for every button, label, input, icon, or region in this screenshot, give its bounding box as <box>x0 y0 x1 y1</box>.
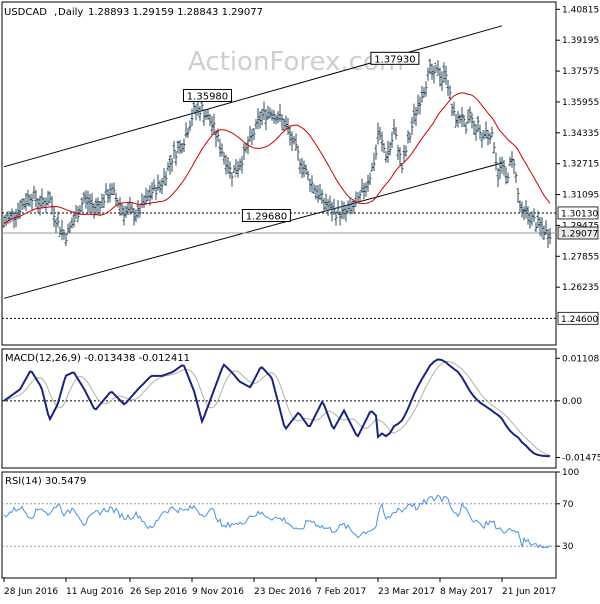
main-y-tick-label: 1.39195 <box>562 36 599 46</box>
macd-signal-line <box>3 360 551 456</box>
trend-channel-line <box>3 25 503 168</box>
price-label: 1.30130 <box>561 209 598 219</box>
macd-pane-frame <box>1 348 557 469</box>
symbol-label: USDCAD <box>4 7 47 18</box>
x-tick-label: 8 May 2017 <box>440 587 493 597</box>
x-tick-label: 11 Aug 2016 <box>66 587 124 597</box>
price-bars-layer <box>2 58 552 248</box>
main-y-tick-label: 1.31095 <box>562 191 599 201</box>
rsi-line <box>3 494 551 549</box>
x-tick-label: 9 Nov 2016 <box>192 587 244 597</box>
rsi-y-tick-label: 30 <box>562 542 574 552</box>
rsi-title: RSI(14) 30.5479 <box>5 476 86 487</box>
annotation-label: 1.37930 <box>374 54 415 65</box>
macd-line <box>3 358 550 458</box>
macd-y-tick-label: 0.00 <box>562 397 582 407</box>
x-tick-label: 26 Sep 2016 <box>130 587 187 597</box>
main-y-tick-label: 1.26235 <box>562 283 599 293</box>
main-y-tick-label: 1.27855 <box>562 252 599 262</box>
annotation-label: 1.29680 <box>246 212 287 223</box>
annotation-box <box>241 209 291 223</box>
macd-y-tick-label: -0.014753 <box>562 453 600 463</box>
timeframe-label: Daily <box>58 7 83 18</box>
main-y-tick-label: 1.29475 <box>562 221 599 231</box>
main-pane-frame <box>1 1 557 346</box>
rsi-y-tick-label: 70 <box>562 500 574 510</box>
rsi-pane-frame <box>1 471 557 579</box>
moving-average-layer <box>3 92 551 224</box>
x-tick-label: 23 Mar 2017 <box>378 587 435 597</box>
watermark: ActionForex.com <box>188 47 404 77</box>
rsi-layer: RSI(14) 30.5479 <box>2 476 556 549</box>
price-label-box <box>557 226 599 240</box>
price-label-box <box>557 311 599 325</box>
main-y-tick-label: 1.34335 <box>562 129 599 139</box>
labels-layer: USDCAD 1.35980 1.37930 1.29680 1.28893 1.29… <box>4 7 420 223</box>
macd-y-tick-label: 0.01108 <box>562 354 599 364</box>
macd-title: MACD(12,26,9) -0.013438 -0.012411 <box>5 353 190 364</box>
annotation-box <box>182 88 232 102</box>
macd-layer: MACD(12,26,9) -0.013438 -0.012411 <box>2 353 556 458</box>
symbol-separator: , <box>54 7 57 18</box>
annotation-box <box>370 51 420 65</box>
x-tick-label: 7 Feb 2017 <box>316 587 366 597</box>
x-tick-label: 21 Jun 2017 <box>502 587 556 597</box>
moving-average-line <box>3 92 551 224</box>
main-y-tick-label: 1.40815 <box>562 5 599 15</box>
main-y-tick-label: 1.37575 <box>562 67 599 77</box>
trend-channel-line <box>3 162 503 299</box>
main-y-tick-label: 1.35955 <box>562 98 599 108</box>
price-label: 1.24600 <box>561 315 598 325</box>
x-tick-label: 23 Dec 2016 <box>254 587 312 597</box>
rsi-y-tick-label: 100 <box>562 468 579 478</box>
main-y-tick-label: 1.32715 <box>562 160 599 170</box>
price-label-box <box>557 206 599 220</box>
axes-layer: 1.40815 1.39195 1.37575 1.35955 1.34335 1.327… <box>3 5 600 597</box>
annotation-label: 1.35980 <box>187 91 228 102</box>
watermark-layer: ActionForex.com <box>188 47 404 77</box>
header-values: 1.28893 1.29159 1.28843 1.29077 <box>88 7 263 18</box>
price-label: 1.29077 <box>561 230 598 240</box>
x-tick-label: 28 Jun 2016 <box>4 587 58 597</box>
